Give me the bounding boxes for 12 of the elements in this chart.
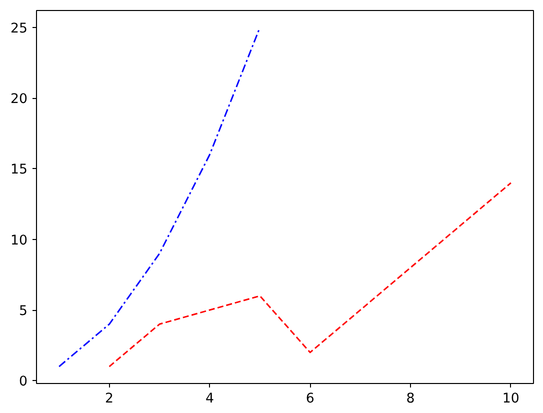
x-tick-label: 10: [502, 392, 520, 406]
x-tick-label: 2: [105, 392, 114, 406]
y-tick-label: 20: [10, 92, 28, 108]
y-tick-label: 0: [19, 374, 28, 390]
y-tick-label: 5: [19, 304, 28, 320]
x-tick-label: 6: [306, 392, 314, 406]
y-tick-label: 10: [10, 233, 28, 248]
y-tick-label: 15: [10, 162, 28, 178]
line-series: [108, 182, 512, 368]
x-tick-label: 4: [205, 392, 214, 406]
y-tick-label: 25: [10, 21, 28, 36]
x-tick-label: 8: [406, 392, 415, 406]
